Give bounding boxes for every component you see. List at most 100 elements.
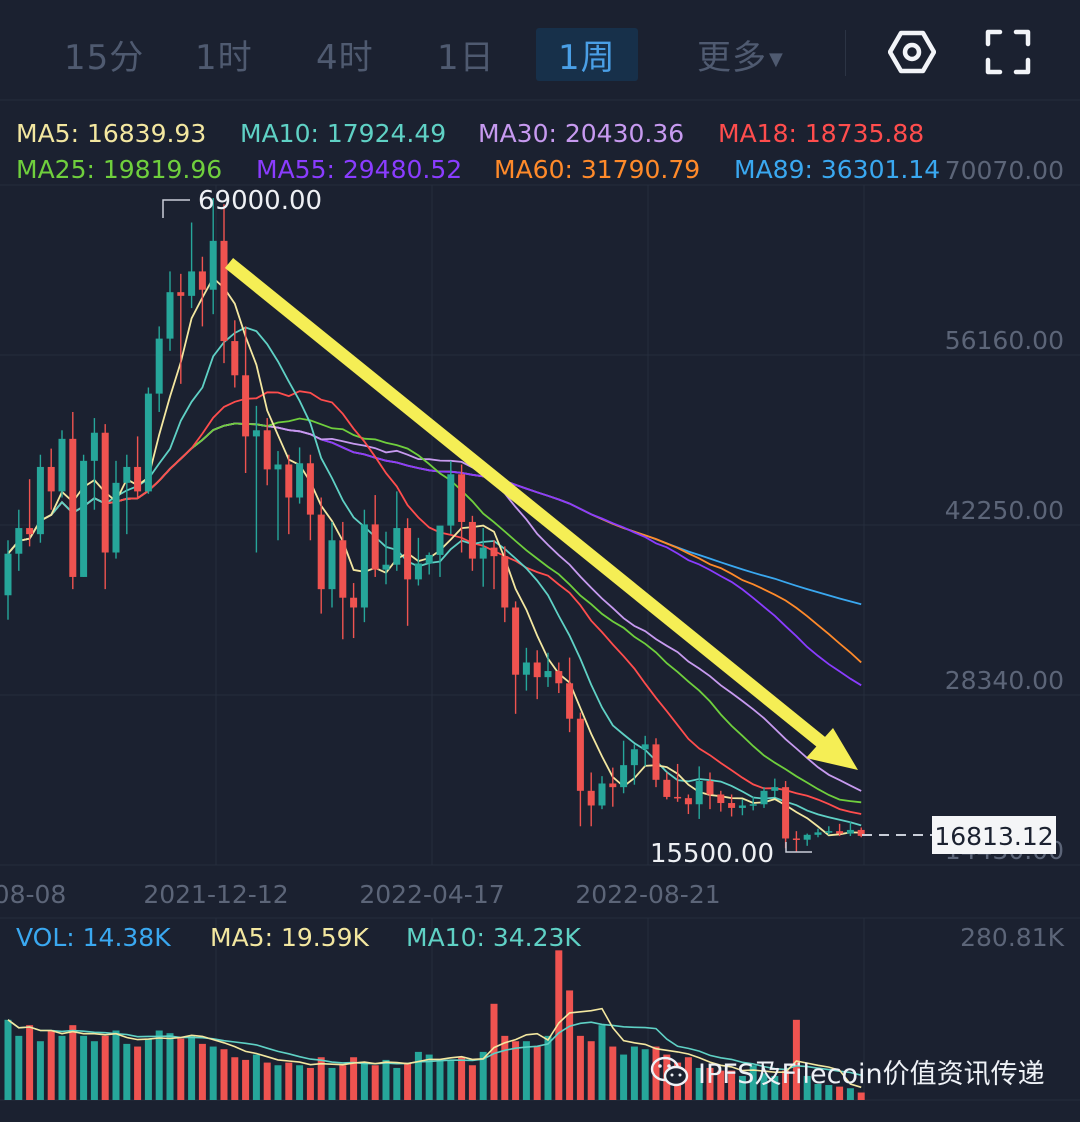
candle-body <box>652 744 660 780</box>
candle <box>252 405 260 553</box>
candle <box>620 740 628 794</box>
tab-4h[interactable]: 4时 <box>316 38 374 78</box>
candle <box>134 436 142 498</box>
candle <box>209 198 217 315</box>
volume-bar <box>825 1085 833 1100</box>
tab-15min[interactable]: 15分 <box>64 38 145 78</box>
candle <box>285 454 293 535</box>
y-tick-label: 70070.00 <box>945 156 1064 185</box>
volume-bar <box>566 990 574 1100</box>
candle <box>306 454 314 541</box>
volume-bar <box>296 1065 304 1100</box>
candle <box>792 831 800 852</box>
candle <box>242 326 250 474</box>
volume-bar <box>782 1070 790 1100</box>
candle <box>371 495 379 577</box>
candle-body <box>674 796 682 799</box>
candle-body <box>458 474 466 522</box>
candle <box>350 583 358 639</box>
candle <box>684 794 692 815</box>
candle-body <box>760 790 768 805</box>
candle-body <box>144 393 152 492</box>
candle-body <box>555 671 563 684</box>
hexagon-settings-icon[interactable] <box>888 28 936 76</box>
candle <box>328 521 336 608</box>
candle-body <box>501 556 509 608</box>
candle-body <box>231 341 239 376</box>
ma89-line <box>7 422 862 606</box>
volume-bar <box>393 1067 401 1100</box>
candle-body <box>641 744 649 750</box>
tab-1w[interactable]: 1周 <box>536 28 638 81</box>
candle-body <box>112 482 120 553</box>
ma30-label: MA30: 20430.36 <box>478 119 684 148</box>
volume-bar <box>555 950 563 1100</box>
candle-body <box>587 790 595 806</box>
volume-bars <box>4 950 865 1100</box>
candle <box>695 766 703 819</box>
tab-more-label: 更多 <box>697 38 767 78</box>
candle-body <box>404 528 412 580</box>
ma60-label: MA60: 31790.79 <box>494 155 700 184</box>
candle <box>382 531 390 585</box>
candle <box>263 418 271 486</box>
volume-bar <box>846 1088 854 1100</box>
volume-bar <box>360 1062 368 1100</box>
candle <box>836 823 844 837</box>
candle <box>414 537 422 586</box>
candle-body <box>522 662 530 675</box>
candle-body <box>328 540 336 590</box>
last-price-line: 16813.12 <box>862 816 1056 854</box>
x-tick-label: 2022-08-21 <box>575 880 720 909</box>
volume-bar <box>328 1067 336 1100</box>
volume-bar <box>749 1065 757 1100</box>
volume-bar <box>231 1057 239 1100</box>
interval-tab-bar: 15分 1时 4时 1日 1周 更多 ▼ <box>0 0 1080 100</box>
candle-body <box>4 553 12 596</box>
candle <box>296 447 304 504</box>
tab-1d[interactable]: 1日 <box>437 38 495 78</box>
candle-body <box>209 240 217 290</box>
tab-1h[interactable]: 1时 <box>195 38 253 78</box>
volume-bar <box>220 1049 228 1100</box>
candle-body <box>414 563 422 580</box>
candle <box>112 460 120 559</box>
x-tick-label: 08-08 <box>0 880 66 909</box>
volume-ma-lines <box>7 1007 862 1089</box>
volume-bar <box>350 1057 358 1100</box>
candle <box>231 320 239 388</box>
candle <box>220 204 228 364</box>
candle-body <box>825 831 833 833</box>
volume-bar <box>468 1065 476 1100</box>
candle-body <box>317 514 325 590</box>
fullscreen-icon[interactable] <box>984 28 1032 76</box>
candle <box>555 662 563 694</box>
candle-body <box>274 464 282 470</box>
volume-ma5-line <box>7 1007 862 1089</box>
candle-body <box>58 438 66 492</box>
volume-bar <box>177 1038 185 1100</box>
y-tick-label: 56160.00 <box>945 326 1064 355</box>
candle-body <box>382 564 390 570</box>
candle-body <box>306 463 314 515</box>
volume-ma10-line <box>7 1019 862 1076</box>
y-tick-label: 42250.00 <box>945 496 1064 525</box>
volume-bar <box>803 1075 811 1100</box>
candle <box>566 657 574 733</box>
candle <box>782 781 790 849</box>
candle-body <box>857 829 865 836</box>
candle-body <box>814 832 822 835</box>
volume-bar <box>188 1035 196 1100</box>
tab-more[interactable]: 更多 ▼ <box>697 30 784 79</box>
volume-bar <box>425 1054 433 1100</box>
candle <box>825 826 833 835</box>
candle <box>69 411 77 590</box>
candle <box>47 448 55 510</box>
candle <box>188 222 196 309</box>
ma5-line <box>7 276 862 837</box>
watermark: IPFS及Filecoin价值资讯传递 <box>650 1052 1045 1091</box>
volume-bar <box>123 1043 131 1100</box>
candle-body <box>749 804 757 806</box>
